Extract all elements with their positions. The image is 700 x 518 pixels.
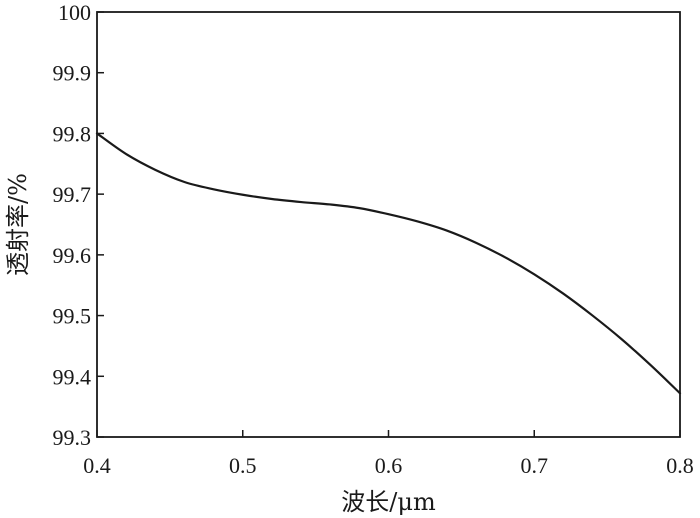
y-axis-title: 透射率/% <box>4 173 32 276</box>
y-tick-label: 99.4 <box>53 364 92 389</box>
y-tick-label: 100 <box>58 0 91 25</box>
x-tick-label: 0.7 <box>521 453 549 478</box>
y-tick-label: 99.3 <box>53 425 92 450</box>
y-tick-label: 99.7 <box>53 182 92 207</box>
x-tick-labels: 0.4 0.5 0.6 0.7 0.8 <box>83 453 694 478</box>
y-tick-label: 99.5 <box>53 304 92 329</box>
x-tick-label: 0.6 <box>375 453 403 478</box>
x-tick-label: 0.8 <box>666 453 694 478</box>
y-tick-label: 99.6 <box>53 243 92 268</box>
x-axis-ticks <box>96 430 681 437</box>
y-tick-labels: 99.3 99.4 99.5 99.6 99.7 99.8 99.9 100 <box>53 0 92 450</box>
y-tick-label: 99.9 <box>53 61 92 86</box>
x-axis-title: 波长/μm <box>341 488 436 516</box>
y-axis-ticks <box>97 11 104 438</box>
plot-frame <box>96 11 681 438</box>
transmittance-series-line <box>95 132 682 395</box>
x-tick-label: 0.4 <box>83 453 111 478</box>
y-tick-label: 99.8 <box>53 121 92 146</box>
x-tick-label: 0.5 <box>229 453 257 478</box>
